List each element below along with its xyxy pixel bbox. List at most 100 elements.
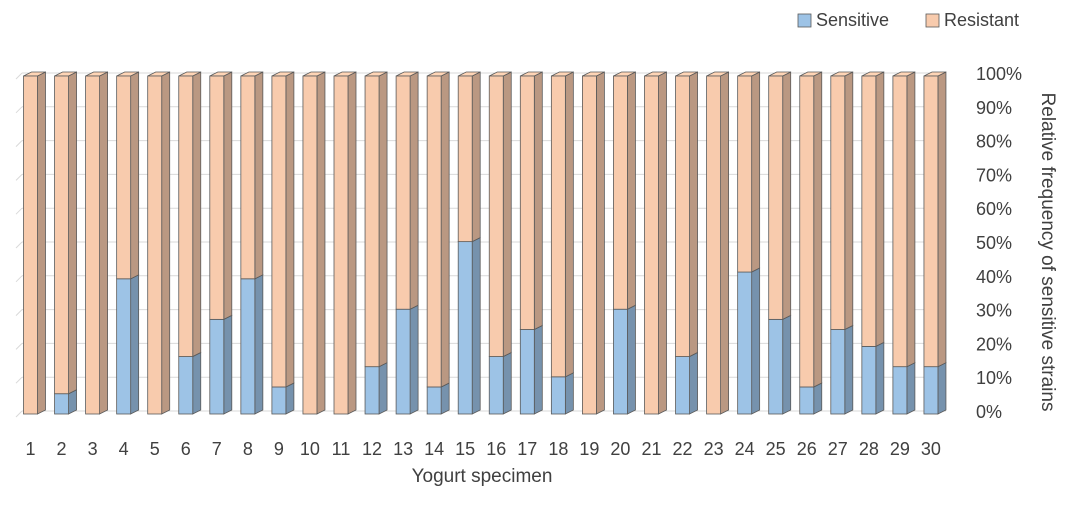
bar-resistant bbox=[488, 75, 504, 357]
bar-resistant bbox=[302, 75, 318, 415]
x-tick-label: 25 bbox=[766, 439, 786, 459]
x-tick-label: 28 bbox=[859, 439, 879, 459]
bar-side-resistant bbox=[440, 71, 450, 388]
bar-side-resistant bbox=[254, 71, 264, 280]
gridline-diagonal bbox=[15, 207, 23, 215]
x-tick-label: 24 bbox=[735, 439, 755, 459]
bar-side-sensitive bbox=[906, 362, 916, 415]
bar-side-resistant bbox=[689, 71, 698, 358]
x-tick-label: 17 bbox=[517, 439, 537, 459]
bar-sensitive bbox=[861, 345, 877, 415]
x-tick-label: 13 bbox=[393, 439, 413, 459]
y-tick-label: 20% bbox=[976, 334, 1012, 354]
legend-swatch-sensitive bbox=[797, 13, 812, 28]
bar-side-sensitive bbox=[440, 382, 450, 415]
x-tick-label: 18 bbox=[548, 439, 568, 459]
y-tick-label: 40% bbox=[976, 267, 1012, 287]
x-tick-label: 21 bbox=[641, 439, 661, 459]
gridline-diagonal bbox=[15, 309, 23, 316]
legend-swatch-resistant bbox=[925, 13, 940, 28]
bar-resistant bbox=[799, 75, 815, 388]
x-tick-label: 3 bbox=[88, 439, 98, 459]
x-axis-label: Yogurt specimen bbox=[412, 466, 553, 487]
x-tick-label: 9 bbox=[274, 439, 284, 459]
y-tick-label: 10% bbox=[976, 368, 1012, 388]
bar-resistant bbox=[457, 75, 473, 243]
bar-resistant bbox=[861, 75, 877, 347]
bar-side-resistant bbox=[192, 71, 202, 358]
bar-resistant bbox=[147, 75, 163, 415]
bar-resistant bbox=[54, 75, 69, 395]
bar-resistant bbox=[85, 75, 100, 415]
x-tick-label: 4 bbox=[119, 439, 129, 459]
x-tick-label: 6 bbox=[181, 439, 191, 459]
bar-resistant bbox=[271, 75, 287, 388]
bar-resistant bbox=[209, 75, 225, 320]
bar-side-sensitive bbox=[378, 362, 388, 415]
gridline-diagonal bbox=[15, 343, 23, 350]
bar-resistant bbox=[519, 75, 535, 330]
bar-side-sensitive bbox=[751, 267, 761, 415]
bar-side-resistant bbox=[471, 71, 481, 243]
x-tick-label: 22 bbox=[673, 439, 693, 459]
bar-sensitive bbox=[923, 366, 939, 415]
bar-resistant bbox=[613, 75, 628, 310]
bar-side-resistant bbox=[658, 71, 667, 415]
x-tick-label: 5 bbox=[150, 439, 160, 459]
bar-side-sensitive bbox=[254, 274, 264, 415]
x-tick-label: 12 bbox=[362, 439, 382, 459]
y-tick-labels: 0% 10% 20% 30% 40% 50% 60% 70% 80% 90% 100% bbox=[976, 64, 1022, 422]
y-tick-label: 0% bbox=[976, 402, 1002, 422]
bar-side-sensitive bbox=[875, 341, 885, 415]
x-tick-label: 8 bbox=[243, 439, 253, 459]
bar-resistant bbox=[23, 75, 38, 415]
legend-label-resistant: Resistant bbox=[944, 10, 1019, 30]
bars bbox=[23, 71, 947, 415]
gridline-diagonal bbox=[15, 174, 23, 181]
bar-resistant bbox=[426, 75, 442, 388]
gridline-diagonal bbox=[15, 275, 23, 283]
y-tick-label: 60% bbox=[976, 199, 1012, 219]
gridlines bbox=[15, 72, 946, 418]
bar-side-sensitive bbox=[813, 382, 823, 415]
bar-side-sensitive bbox=[130, 274, 140, 415]
bar-sensitive bbox=[209, 318, 225, 415]
bar-side-resistant bbox=[533, 71, 543, 331]
bar-side-sensitive bbox=[471, 236, 481, 415]
y-tick-label: 80% bbox=[976, 132, 1012, 152]
bar-sensitive bbox=[271, 386, 287, 415]
bar-side-sensitive bbox=[627, 304, 636, 415]
gridline-diagonal bbox=[15, 376, 23, 384]
bar-resistant bbox=[675, 75, 690, 357]
x-tick-label: 16 bbox=[486, 439, 506, 459]
bar-side-resistant bbox=[409, 71, 419, 310]
bar-side-resistant bbox=[937, 71, 947, 368]
x-tick-label: 11 bbox=[332, 439, 351, 459]
bar-sensitive bbox=[675, 356, 690, 415]
bar-side-sensitive bbox=[409, 304, 419, 415]
bar-side-resistant bbox=[378, 71, 388, 368]
y-tick-label: 90% bbox=[976, 98, 1012, 118]
y-tick-label: 30% bbox=[976, 301, 1012, 321]
bar-side-resistant bbox=[720, 71, 729, 415]
y-tick-label: 100% bbox=[976, 64, 1022, 84]
bar-sensitive bbox=[426, 386, 442, 415]
bar-sensitive bbox=[395, 308, 411, 415]
bar-side-resistant bbox=[99, 71, 108, 415]
bar-side-sensitive bbox=[937, 362, 947, 415]
bar-side-sensitive bbox=[502, 351, 512, 415]
x-tick-label: 7 bbox=[212, 439, 222, 459]
bar-side-resistant bbox=[502, 71, 512, 358]
bar-sensitive bbox=[240, 278, 256, 415]
bar-resistant bbox=[737, 75, 753, 273]
bar-side-sensitive bbox=[223, 314, 233, 415]
bar-sensitive bbox=[488, 356, 504, 415]
x-tick-label: 23 bbox=[704, 439, 724, 459]
bar-resistant bbox=[582, 75, 597, 415]
x-tick-label: 20 bbox=[610, 439, 630, 459]
bar-sensitive bbox=[768, 318, 784, 415]
bar-side-resistant bbox=[906, 71, 916, 368]
bar-sensitive bbox=[550, 376, 566, 415]
